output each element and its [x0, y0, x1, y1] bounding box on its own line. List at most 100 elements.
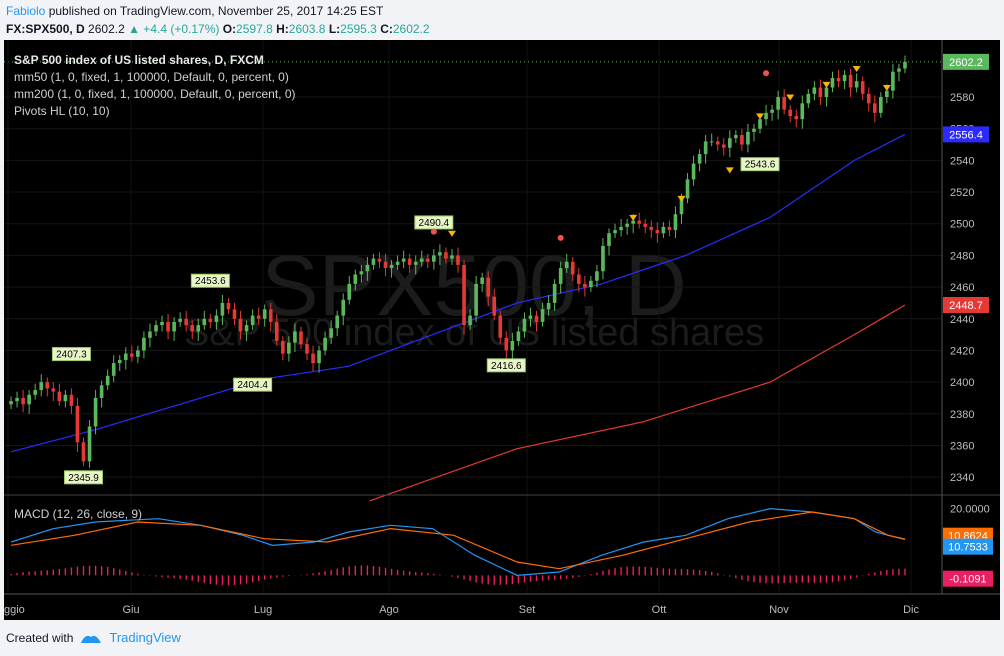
y-tick-label: 2360 — [950, 440, 974, 452]
candle-body — [589, 280, 593, 288]
signal-markers — [430, 66, 891, 241]
candle-body — [734, 135, 738, 139]
candle-body — [885, 90, 889, 98]
candle-body — [891, 71, 895, 91]
signal-triangle-icon — [447, 230, 456, 237]
candle-body — [238, 318, 243, 332]
candle-body — [504, 337, 509, 351]
ma50-badge-bg — [943, 126, 989, 143]
pivot-labels: 2407.3 2345.9 2453.6 2404.4 2490.4 2416.6 2543… — [51, 157, 780, 485]
tradingview-link[interactable]: TradingView — [109, 630, 181, 645]
high-value: 2603.8 — [288, 22, 326, 36]
published-text: published on TradingView.com, November 2… — [48, 4, 384, 18]
candle-body — [703, 141, 708, 155]
pivot-label: 2416.6 — [491, 361, 522, 372]
candle-body — [172, 321, 176, 332]
signal-triangle-icon — [852, 66, 861, 73]
candle-body — [516, 331, 521, 341]
candle-body — [293, 331, 297, 343]
candle-body — [498, 315, 503, 338]
grid — [4, 40, 942, 594]
footer: Created with TradingView — [6, 630, 181, 645]
candle-body — [329, 328, 333, 338]
candle-body — [323, 337, 327, 351]
candle-body — [480, 277, 484, 284]
open-value: 2597.8 — [236, 22, 273, 36]
candle-body — [782, 97, 786, 110]
signal-dot-icon — [763, 70, 770, 77]
candle-body — [468, 315, 472, 326]
macd-line-MACD — [10, 508, 906, 576]
ma-line-mm200 — [369, 304, 906, 502]
candle-body — [534, 315, 539, 322]
candle-body — [788, 109, 793, 117]
candle-body — [63, 394, 68, 402]
candle-body — [184, 318, 188, 326]
candle-body — [256, 315, 261, 319]
author-link[interactable]: Fabiolo — [6, 4, 46, 18]
candle-body — [613, 230, 617, 234]
low-value: 2595.3 — [340, 22, 377, 36]
y-tick-label: 2500 — [950, 219, 974, 231]
signal-triangle-icon — [629, 214, 638, 221]
y-tick-label: 2540 — [950, 155, 974, 167]
candle-body — [311, 353, 315, 364]
candle-body — [897, 68, 901, 72]
candle-body — [836, 78, 841, 82]
candle-body — [226, 302, 231, 310]
legend-mm200: mm200 (1, 0, fixed, 1, 100000, Default, … — [14, 87, 296, 101]
signal-triangle-icon — [756, 113, 765, 120]
moving-averages — [10, 133, 906, 502]
y-tick-label: 2580 — [950, 92, 974, 104]
chart-svg[interactable]: SPX500, D S&P 500 index of US listed sha… — [4, 40, 1000, 620]
candle-body — [564, 261, 569, 269]
candle-body — [262, 309, 267, 319]
candle-body — [879, 97, 883, 113]
signal-triangle-icon — [882, 85, 891, 92]
pivot-label: 2453.6 — [195, 276, 226, 287]
candle-body — [903, 61, 907, 69]
candle-body — [123, 353, 128, 360]
candle-body — [281, 340, 285, 354]
candle-body — [456, 255, 460, 265]
candle-body — [655, 230, 660, 234]
pivot-label-box — [486, 358, 526, 373]
chart-area[interactable]: SPX500, D S&P 500 index of US listed sha… — [4, 40, 1000, 620]
candle-body — [595, 271, 599, 281]
legend-pivots: Pivots HL (10, 10) — [14, 104, 110, 118]
candle-body — [752, 128, 756, 132]
candle-body — [492, 296, 497, 316]
candle-body — [69, 394, 74, 406]
candle-body — [268, 309, 273, 322]
signal-triangle-icon — [677, 195, 686, 202]
x-tick-label: Nov — [769, 604, 789, 616]
candle-body — [649, 226, 654, 231]
candle-body — [746, 131, 750, 145]
high-label: H: — [276, 22, 289, 36]
pivot-label: 2407.3 — [56, 350, 87, 361]
candle-body — [51, 388, 56, 392]
candle-body — [389, 264, 394, 269]
y-tick-label: 2380 — [950, 409, 974, 421]
candle-body — [117, 359, 122, 364]
candle-body — [758, 119, 762, 129]
candle-body — [299, 331, 303, 345]
candle-body — [359, 271, 364, 275]
candle-body — [220, 302, 225, 316]
macd-hist-badge-bg — [943, 570, 993, 587]
candle-body — [395, 261, 400, 265]
last-price: 2602.2 — [88, 22, 125, 36]
quote-line: FX:SPX500, D 2602.2 ▲ +4.4 (+0.17%) O:25… — [6, 22, 430, 36]
signal-triangle-icon — [822, 81, 831, 88]
candle-body — [9, 401, 13, 405]
candle-body — [558, 268, 563, 284]
candle-body — [160, 321, 164, 326]
candle-body — [601, 245, 605, 272]
candle-body — [872, 103, 877, 113]
candle-body — [818, 87, 823, 98]
candle-body — [208, 318, 213, 322]
watermark-symbol: SPX500, D — [261, 238, 686, 334]
candle-body — [244, 325, 249, 332]
ma-line-mm50 — [10, 133, 906, 453]
candle-body — [764, 112, 768, 120]
